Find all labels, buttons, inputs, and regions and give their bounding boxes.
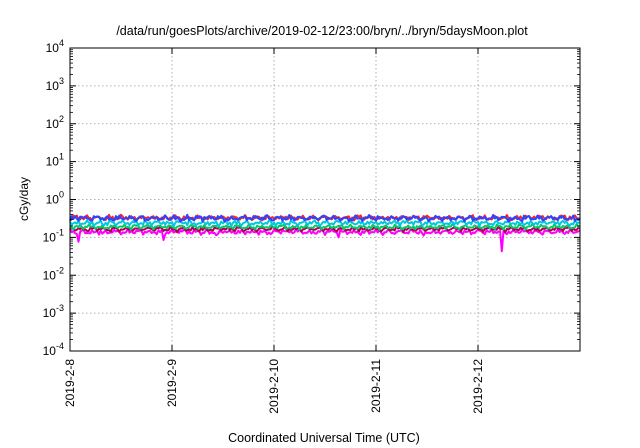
y-tick-label-exponent: 4 [59,38,64,48]
y-tick-label-base: 10 [43,306,57,320]
y-tick-label-exponent: -3 [56,303,64,313]
y-tick-label-base: 10 [46,193,60,207]
x-tick-label: 2019-2-12 [471,359,485,414]
y-tick-label: 10-4 [43,341,64,358]
x-axis: 2019-2-8 2019-2-9 2019-2-10 2019-2-11 2019-2… [63,48,485,414]
y-axis-label: cGy/day [17,177,31,221]
x-tick-label: 2019-2-9 [165,359,179,407]
y-tick-label-base: 10 [43,268,57,282]
series-line [69,227,581,237]
grid [70,48,580,351]
y-tick-label-base: 10 [43,230,57,244]
x-tick-label: 2019-2-8 [63,359,77,407]
y-tick-label-exponent: 1 [59,152,64,162]
series-line [69,222,581,231]
y-tick-label-exponent: 3 [59,76,64,86]
chart-title: /data/run/goesPlots/archive/2019-02-12/2… [116,24,528,38]
y-tick-label-base: 10 [46,41,60,55]
y-tick-label: 10-2 [43,265,64,282]
y-tick-label-base: 10 [46,79,60,93]
x-tick-label: 2019-2-11 [369,359,383,413]
y-tick-label-exponent: -4 [56,341,64,351]
y-tick-label-exponent: 2 [59,114,64,124]
y-tick-label-exponent: -2 [56,265,64,275]
y-tick-label: 104 [46,38,64,55]
y-tick-label-base: 10 [46,117,60,131]
y-tick-label-exponent: 0 [59,190,64,200]
x-tick-label: 2019-2-10 [267,359,281,414]
series-line [69,218,581,228]
y-tick-label-exponent: -1 [56,227,64,237]
y-tick-label: 100 [46,190,64,207]
y-tick-label: 103 [46,76,64,93]
series-line [69,227,581,253]
y-tick-label: 10-3 [43,303,64,320]
series-line [69,213,581,223]
y-tick-label: 102 [46,114,64,131]
y-tick-label: 10-1 [43,227,64,244]
y-tick-label: 101 [46,152,64,169]
x-axis-label: Coordinated Universal Time (UTC) [228,431,420,445]
series-group [69,213,581,253]
y-tick-label-base: 10 [43,344,57,358]
y-tick-label-base: 10 [46,155,60,169]
